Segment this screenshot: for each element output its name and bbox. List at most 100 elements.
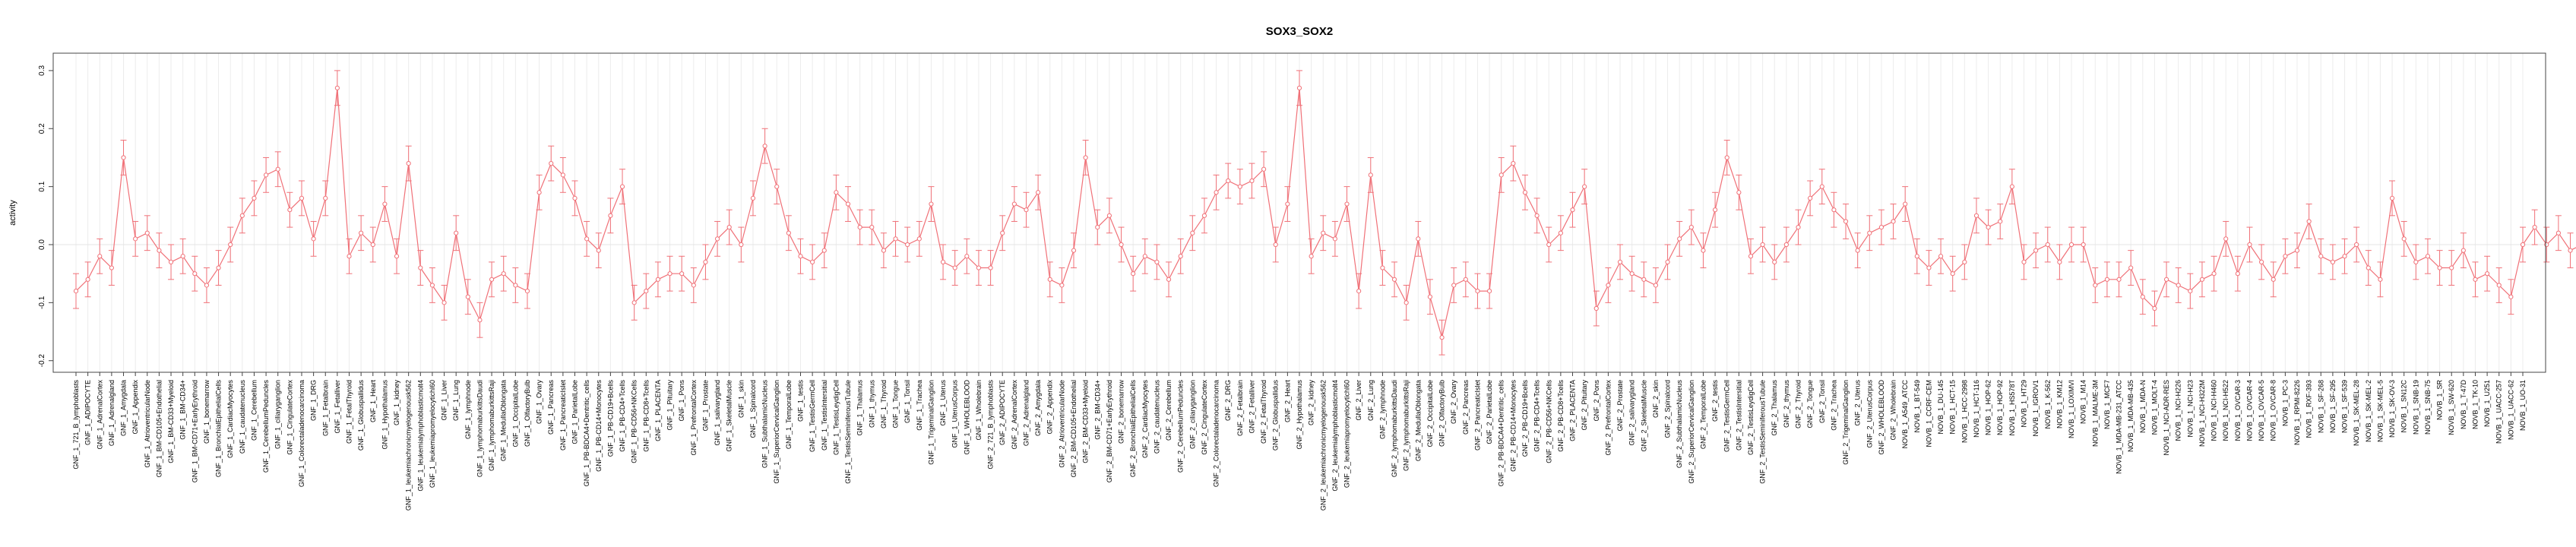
data-point (2294, 248, 2300, 253)
y-axis-label: activity (8, 200, 17, 226)
data-point (299, 195, 305, 201)
data-point (2544, 242, 2549, 248)
data-point (1593, 305, 1599, 311)
data-point (1427, 294, 1433, 299)
x-tick-label: GNF_2_Appendix (1046, 380, 1054, 435)
y-tick-label: -0.1 (38, 296, 46, 309)
x-tick-label: GNF_2_TestisLeydigCell (1747, 380, 1755, 455)
x-tick-label: NOVB_1_KM12 (2055, 380, 2063, 428)
x-tick-label: GNF_2_TestisGermCell (1723, 380, 1731, 452)
data-point (1855, 248, 1860, 253)
data-point (1391, 277, 1397, 282)
x-tick-label: NOVB_1_OVCAR-8 (2270, 380, 2277, 441)
data-point (73, 288, 79, 294)
data-point (524, 288, 530, 294)
x-tick-label: GNF_2_Thyroid (1795, 380, 1802, 428)
x-tick-label: NOVB_1_NCI-H322M (2198, 380, 2206, 447)
data-point (228, 242, 233, 248)
data-point (2068, 242, 2074, 248)
data-point (144, 230, 150, 236)
x-tick-label: GNF_1_leukemiachronicmyelogenousk562 (405, 380, 413, 511)
data-point (121, 155, 126, 160)
data-point (2413, 259, 2419, 265)
data-point (418, 265, 423, 270)
data-point (97, 254, 103, 259)
data-point (1024, 207, 1029, 213)
x-tick-label: GNF_2_Fetalliver (1248, 380, 1255, 434)
data-point (109, 265, 114, 270)
x-tick-label: NOVB_1_SK-MEL-2 (2365, 380, 2372, 442)
data-point (631, 300, 637, 305)
x-tick-label: GNF_1_Fetalliver (334, 380, 341, 434)
x-tick-label: GNF_2_ParietalLobe (1486, 380, 1493, 444)
x-tick-label: GNF_2_Tongue (1806, 380, 1814, 428)
x-tick-label: NOVB_1_SR (2436, 380, 2444, 421)
x-tick-label: GNF_2_Liver (1355, 380, 1362, 421)
data-point (2568, 248, 2573, 253)
data-point (1059, 283, 1065, 288)
data-point (1154, 259, 1160, 265)
x-tick-label: GNF_2_leukemialymphoblasticmolt4 (1331, 380, 1339, 492)
x-tick-label: NOVB_1_T-47D (2460, 380, 2467, 430)
data-point (168, 259, 174, 265)
data-point (1534, 213, 1540, 218)
x-tick-label: GNF_2_TestisSeminiferousTubule (1759, 380, 1767, 484)
data-point (1914, 254, 1919, 259)
data-point (2354, 242, 2359, 248)
x-tick-label: GNF_1_TestisLeydigCell (832, 380, 840, 455)
x-tick-label: GNF_2_BronchialEpithelialCells (1129, 380, 1137, 478)
data-point (2188, 288, 2193, 294)
data-point (2128, 265, 2134, 270)
x-tick-label: GNF_1_ADIPOCYTE (84, 380, 92, 445)
x-tick-label: GNF_1_bonemarrow (203, 380, 210, 444)
x-tick-label: GNF_1_PB-CD56+NKCells (631, 380, 638, 463)
x-tick-label: GNF_1_Fetalbrain (321, 380, 329, 436)
x-tick-label: GNF_1_UterusCorpus (951, 380, 959, 448)
data-point (2460, 248, 2466, 253)
x-tick-label: GNF_1_BM-CD71+EarlyErythroid (191, 380, 198, 482)
data-point (1486, 288, 1492, 294)
x-tick-label: GNF_1_lymphomaburkittsRaji (488, 380, 495, 471)
x-tick-label: GNF_1_BM-CD105+Endothelial (155, 380, 163, 477)
data-point (1011, 201, 1017, 207)
x-tick-label: NOVB_1_HOP-92 (1996, 380, 2004, 435)
data-point (988, 265, 993, 270)
data-point (1106, 213, 1112, 218)
x-tick-label: NOVB_1_HOP-62 (1985, 380, 1992, 435)
data-point (549, 160, 554, 166)
x-tick-label: NOVB_1_LOXIMVI (2068, 380, 2075, 438)
x-tick-label: GNF_1_Thyroid (880, 380, 888, 428)
x-tick-label: GNF_2_BM-CD33+Myeloid (1082, 380, 1090, 463)
x-tick-label: GNF_1_CardiacMyocytes (226, 380, 234, 459)
x-tick-label: GNF_2_leukemiapromyelocytichl60 (1343, 380, 1351, 488)
data-point (2259, 259, 2264, 265)
x-tick-label: GNF_2_CardiacMyocytes (1141, 380, 1149, 459)
data-point (1677, 236, 1682, 242)
x-tick-label: GNF_1_Tonsil (903, 380, 911, 423)
data-point (691, 283, 696, 288)
data-point (1356, 288, 1362, 294)
x-tick-label: GNF_1_DRG (310, 380, 318, 421)
data-point (1617, 259, 1623, 265)
x-tick-label: GNF_1_lymphomaburkittsDaudi (476, 380, 483, 477)
data-point (1226, 178, 1231, 184)
data-point (2199, 277, 2205, 282)
x-tick-label: NOVB_1_MDA-MB-231_ATCC (2116, 380, 2123, 474)
data-point (287, 207, 293, 213)
data-point (2378, 277, 2383, 282)
data-point (893, 236, 898, 242)
x-tick-label: GNF_1_TestisIntersitial (821, 380, 828, 451)
data-point (845, 201, 851, 207)
x-tick-label: NOVB_1_SF-268 (2317, 380, 2324, 433)
data-point (798, 254, 803, 259)
data-point (916, 236, 922, 242)
data-point (454, 230, 459, 236)
data-point (2342, 254, 2347, 259)
data-point (1368, 172, 1373, 178)
x-tick-label: GNF_1_Prostate (701, 380, 709, 432)
data-point (2211, 271, 2217, 277)
x-tick-label: GNF_1_PB-BDCA4+Dentritic_cells (583, 380, 590, 487)
data-point (1546, 242, 1552, 248)
data-point (1701, 248, 1706, 253)
